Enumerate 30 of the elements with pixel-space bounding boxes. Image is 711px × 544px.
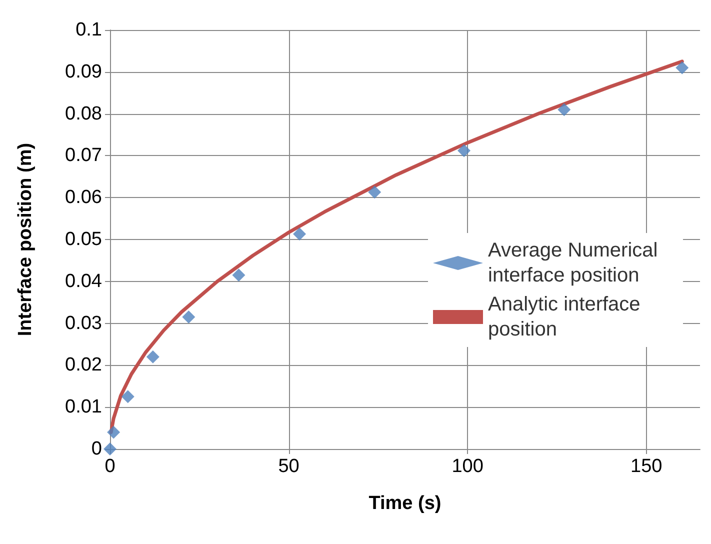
x-tick-label: 0 xyxy=(104,456,116,477)
legend-label: Analytic interface position xyxy=(488,294,646,340)
point xyxy=(458,144,470,158)
x-tick-label: 150 xyxy=(630,456,662,477)
legend-label: Average Numerical interface position xyxy=(488,240,664,286)
point xyxy=(558,103,571,116)
point xyxy=(232,268,246,282)
point xyxy=(121,390,134,404)
x-tick-label: 50 xyxy=(278,456,300,477)
y-tick-label: 0 xyxy=(91,438,102,460)
y-tick-label: 0.08 xyxy=(65,103,102,124)
y-tick-label: 0.02 xyxy=(65,354,102,376)
x-tick-label: 100 xyxy=(452,456,484,477)
y-tick-label: 0.09 xyxy=(65,61,102,82)
point xyxy=(368,186,382,199)
point xyxy=(182,310,196,324)
point xyxy=(104,442,116,456)
point xyxy=(107,426,120,439)
point xyxy=(146,350,160,364)
y-tick-label: 0.06 xyxy=(65,187,102,208)
y-tick-label: 0.1 xyxy=(76,20,102,40)
y-tick-label: 0.03 xyxy=(65,312,102,334)
y-tick-label: 0.07 xyxy=(65,145,102,166)
y-tick-label: 0.05 xyxy=(65,229,102,250)
point xyxy=(676,61,689,74)
y-tick-label: 0.04 xyxy=(65,270,102,292)
point xyxy=(293,228,306,241)
y-axis-title: Interface position (m) xyxy=(15,142,36,336)
y-tick-label: 0.01 xyxy=(65,396,102,418)
x-axis-title: Time (s) xyxy=(368,493,442,514)
